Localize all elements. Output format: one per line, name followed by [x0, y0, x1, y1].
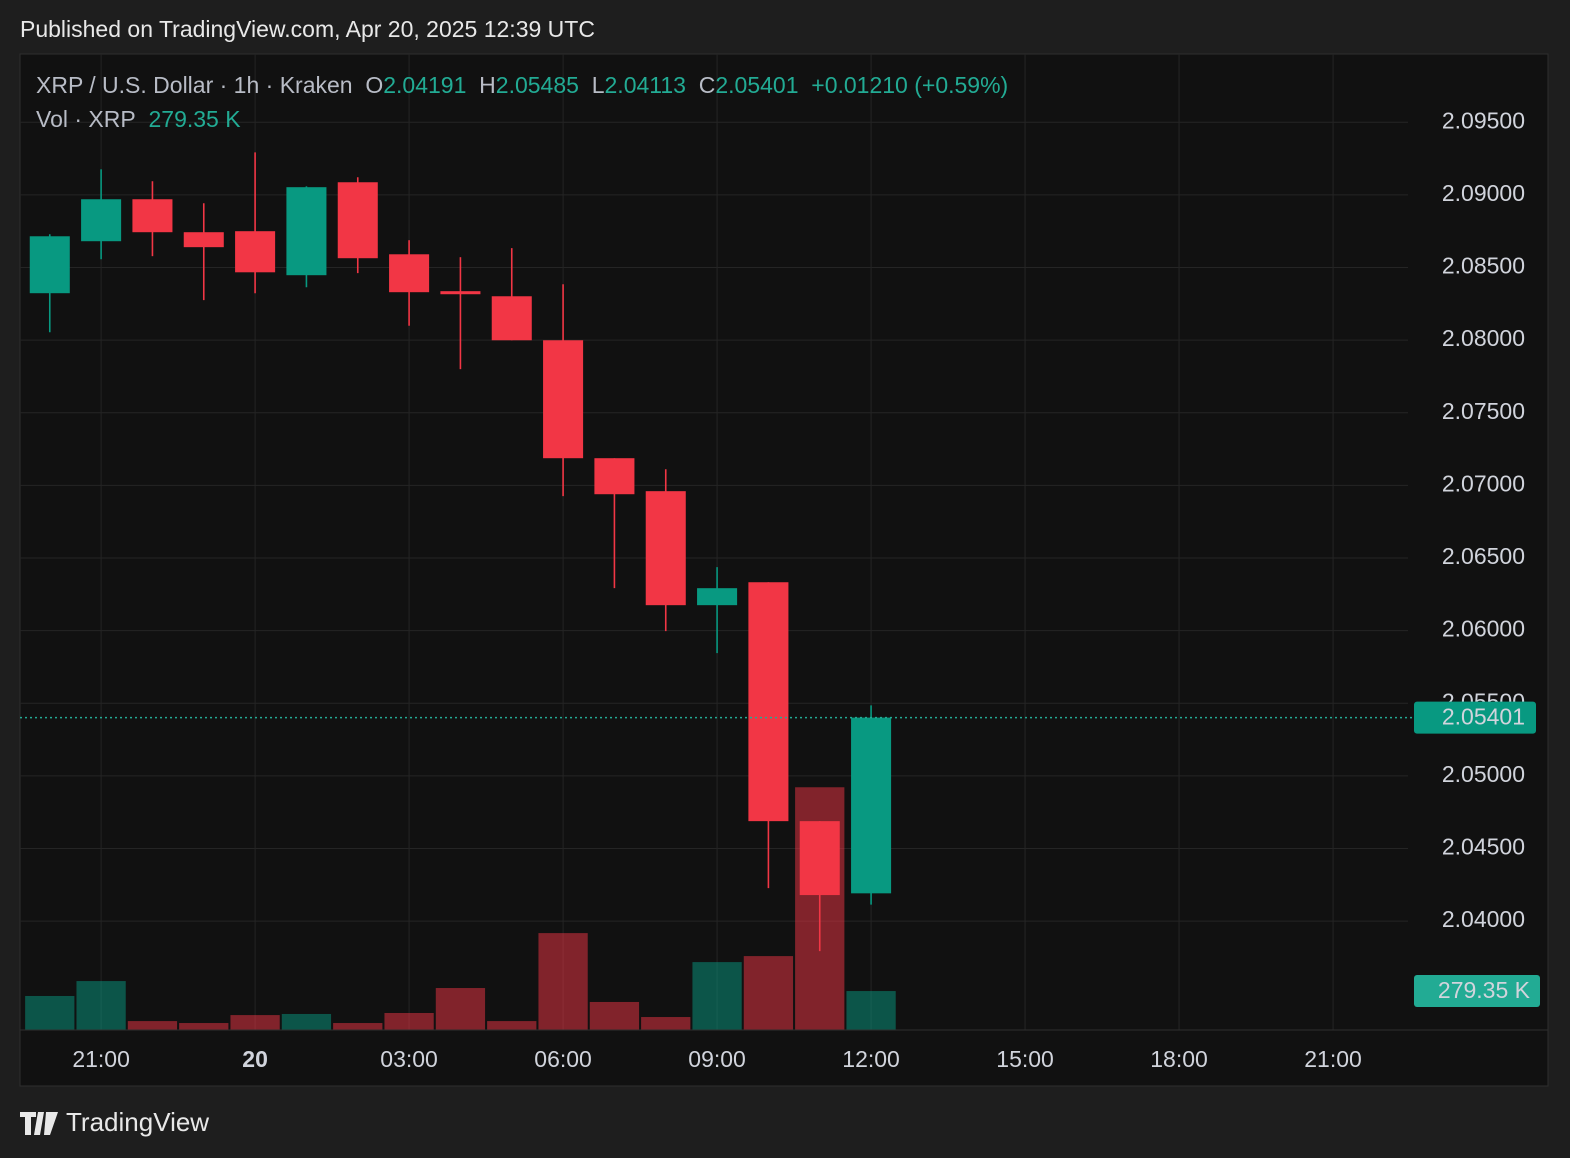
ohlc-value: 2.04191	[383, 72, 467, 98]
candle-body	[645, 491, 686, 606]
volume-bar	[743, 956, 794, 1030]
volume-bar	[25, 995, 75, 1030]
volume-legend: Vol · XRP 279.35 K	[36, 106, 241, 133]
candle-body	[132, 199, 173, 233]
ohlc-letter: C	[698, 72, 716, 98]
y-tick-label: 2.06500	[1442, 543, 1525, 569]
volume-bar	[692, 962, 742, 1030]
last-volume-box	[1414, 975, 1540, 1008]
volume-bar	[846, 991, 896, 1030]
volume-bar	[76, 981, 126, 1030]
x-tick-label: 06:00	[534, 1046, 592, 1072]
y-tick-label: 2.04000	[1442, 906, 1525, 932]
candle-body	[337, 182, 378, 259]
x-tick-label: 12:00	[842, 1046, 900, 1072]
volume-bar	[281, 1013, 332, 1030]
logo-icon	[20, 1112, 58, 1135]
last-price-box	[1414, 701, 1536, 734]
ohlc-letter: O	[365, 72, 384, 98]
header: Published on TradingView.com, Apr 20, 20…	[20, 16, 595, 42]
symbol: XRP / U.S. Dollar · 1h · Kraken	[36, 72, 353, 98]
candle-body	[183, 232, 224, 248]
volume-bar	[487, 1021, 537, 1030]
candle-body	[286, 187, 327, 276]
x-tick-label: 21:00	[72, 1046, 130, 1072]
chart-panel	[19, 53, 1549, 1087]
candle-body	[697, 588, 738, 606]
x-tick-label: 09:00	[688, 1046, 746, 1072]
volume-bar	[333, 1023, 383, 1030]
volume-bar	[179, 1023, 229, 1030]
y-tick-label: 2.04500	[1442, 834, 1525, 860]
candle-body	[851, 717, 892, 894]
ohlc-letter: L	[591, 72, 605, 98]
x-tick-label: 15:00	[996, 1046, 1054, 1072]
volume-bar	[641, 1017, 691, 1030]
x-tick-label: 18:00	[1150, 1046, 1208, 1072]
ohlc-legend: XRP / U.S. Dollar · 1h · Kraken O2.04191…	[36, 72, 1008, 99]
x-tick-label: 20	[242, 1046, 268, 1072]
volume-bar	[127, 1021, 178, 1030]
last-volume-label: 279.35 K	[1438, 977, 1531, 1003]
x-tick-label: 21:00	[1304, 1046, 1362, 1072]
y-tick-label: 2.07500	[1442, 398, 1525, 424]
ohlc-value: 2.05485	[495, 72, 579, 98]
y-tick-label: 2.08000	[1442, 325, 1525, 351]
y-tick-label: 2.09500	[1442, 107, 1525, 133]
ohlc-value: 2.04113	[604, 72, 686, 98]
y-tick-label: 2.06000	[1442, 616, 1525, 642]
ohlc-value: 2.05401	[715, 72, 799, 98]
x-tick-label: 03:00	[380, 1046, 438, 1072]
y-tick-label: 2.05000	[1442, 761, 1525, 787]
candle-body	[440, 291, 481, 295]
y-tick-label: 2.07000	[1442, 470, 1525, 496]
candle-body	[81, 199, 122, 242]
last-price-label: 2.05401	[1442, 704, 1525, 730]
volume-bar	[589, 1001, 640, 1030]
volume-title: Vol · XRP	[36, 106, 136, 132]
volume-value: 279.35 K	[148, 106, 241, 132]
change: +0.01210 (+0.59%)	[811, 72, 1009, 98]
candle-body	[748, 582, 789, 822]
candle-body	[543, 340, 584, 459]
candle-body	[389, 254, 430, 293]
candle-body	[799, 821, 840, 896]
y-tick-label: 2.08500	[1442, 253, 1525, 279]
candle-body	[594, 458, 635, 495]
volume-bar	[435, 988, 486, 1030]
candle-body	[29, 236, 70, 294]
volume-bar	[538, 933, 588, 1030]
footer-brand: TradingView	[66, 1107, 210, 1137]
volume-bar	[230, 1015, 280, 1030]
candle-body	[235, 231, 276, 273]
y-tick-label: 2.09000	[1442, 180, 1525, 206]
volume-bar	[384, 1012, 434, 1030]
candle-body	[491, 296, 532, 341]
ohlc-letter: H	[479, 72, 496, 98]
